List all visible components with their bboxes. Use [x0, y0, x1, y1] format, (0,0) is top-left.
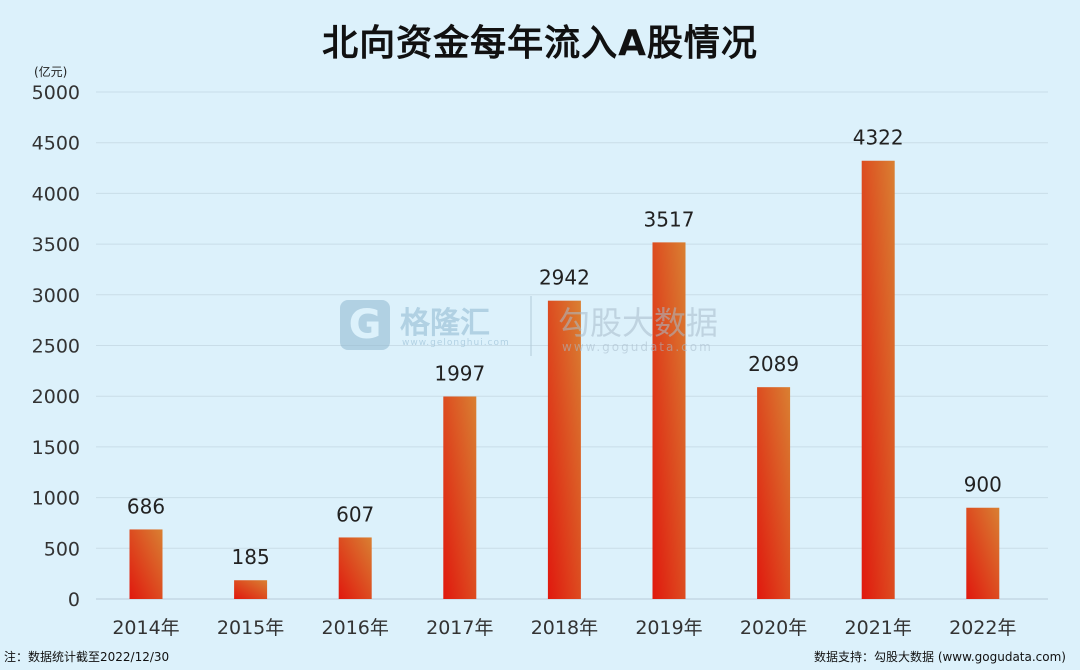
x-tick-label: 2019年: [635, 617, 702, 639]
x-tick-label: 2020年: [740, 617, 807, 639]
data-label: 4322: [853, 126, 904, 150]
footer-note: 注：数据统计截至2022/12/30: [4, 650, 170, 664]
x-tick-label: 2015年: [217, 617, 284, 639]
data-label: 686: [127, 494, 165, 518]
y-tick-label: 0: [68, 589, 80, 611]
y-tick-label: 5000: [32, 82, 80, 104]
y-tick-label: 500: [44, 538, 80, 560]
bar: [861, 160, 895, 599]
y-tick-label: 3500: [32, 234, 80, 256]
y-tick-label: 4000: [32, 183, 80, 205]
data-label: 607: [336, 502, 374, 526]
data-label: 900: [964, 473, 1002, 497]
data-label: 1997: [434, 362, 485, 386]
data-label: 2089: [748, 352, 799, 376]
data-label: 2942: [539, 266, 590, 290]
bar: [966, 507, 1000, 599]
chart-title: 北向资金每年流入A股情况: [322, 23, 758, 64]
bar: [757, 387, 791, 599]
x-tick-label: 2021年: [845, 617, 912, 639]
footer-source: 数据支持：勾股大数据 (www.gogudata.com): [814, 650, 1066, 664]
bar: [338, 537, 372, 599]
x-tick-label: 2014年: [112, 617, 179, 639]
bar: [129, 529, 163, 599]
y-tick-label: 3000: [32, 285, 80, 307]
y-tick-label: 1000: [32, 488, 80, 510]
x-tick-label: 2022年: [949, 617, 1016, 639]
data-label: 3517: [644, 207, 695, 231]
bar: [443, 396, 477, 599]
x-tick-label: 2016年: [322, 617, 389, 639]
bar: [652, 242, 686, 599]
data-label: 185: [232, 545, 270, 569]
y-tick-label: 4500: [32, 133, 80, 155]
y-tick-label: 1500: [32, 437, 80, 459]
bar: [547, 300, 581, 599]
x-tick-label: 2018年: [531, 617, 598, 639]
y-tick-label: 2000: [32, 386, 80, 408]
y-unit-label: (亿元): [34, 64, 67, 79]
bar: [234, 580, 268, 599]
x-tick-label: 2017年: [426, 617, 493, 639]
y-tick-label: 2500: [32, 336, 80, 358]
